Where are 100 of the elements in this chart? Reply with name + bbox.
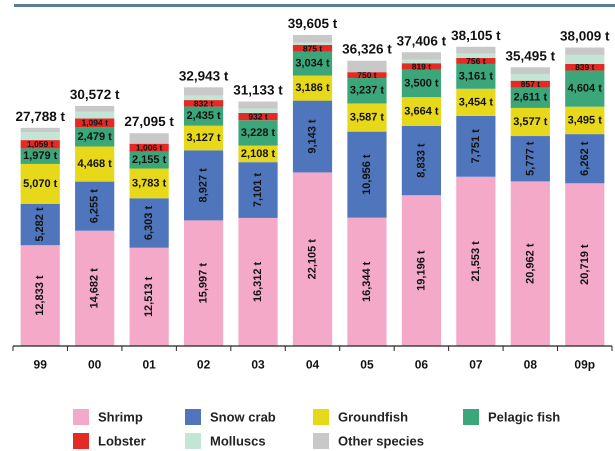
data-label: 6,262 t [578, 141, 591, 176]
data-label: 21,553 t [470, 240, 482, 282]
data-label: 1,094 t [81, 118, 108, 128]
data-label: 7,751 t [470, 128, 482, 164]
data-label: 3,237 t [350, 84, 384, 97]
bar [238, 102, 278, 109]
data-label: 832 t [194, 98, 214, 108]
legend-label: Lobster [98, 434, 146, 448]
bar [510, 136, 550, 182]
bar [402, 126, 442, 196]
total-label: 31,133 t [233, 82, 284, 98]
bar [402, 52, 442, 60]
data-label: 839 t [575, 62, 595, 72]
total-label: 38,009 t [560, 28, 610, 44]
legend-label: Pelagic fish [488, 410, 560, 424]
data-label: 12,513 t [143, 276, 156, 318]
bar [347, 132, 387, 218]
bar [75, 230, 114, 346]
x-tick-label: 08 [524, 358, 538, 372]
data-label: 16,344 t [360, 261, 373, 302]
bar [20, 204, 60, 246]
data-label: 3,664 t [404, 106, 439, 118]
data-label: 875 t [302, 43, 322, 54]
bar [510, 74, 550, 81]
data-label: 16,312 t [252, 261, 264, 302]
data-label: 3,454 t [458, 96, 494, 108]
bar [402, 60, 442, 64]
data-label: 2,611 t [514, 92, 548, 104]
data-label: 3,186 t [295, 82, 330, 94]
x-tick-label: 07 [469, 358, 483, 372]
data-label: 4,468 t [78, 158, 112, 170]
data-label: 2,155 t [132, 154, 167, 166]
bar [456, 176, 496, 346]
x-tick-label: 05 [360, 358, 374, 372]
data-label: 3,161 t [458, 70, 494, 82]
bar [184, 220, 224, 346]
data-label: 10,956 t [360, 154, 373, 195]
data-label: 3,783 t [132, 177, 167, 190]
legend-label: Molluscs [210, 434, 266, 448]
bar [565, 183, 604, 346]
data-label: 1,059 t [26, 139, 54, 150]
total-label: 39,605 t [288, 16, 338, 31]
data-label: 4,604 t [568, 82, 602, 95]
bar [20, 245, 60, 346]
data-label: 756 t [466, 56, 486, 66]
data-label: 8,927 t [198, 168, 210, 202]
data-label: 3,228 t [240, 126, 276, 139]
bar [20, 128, 60, 132]
legend-label: Snow crab [210, 410, 276, 424]
data-label: 7,101 t [252, 172, 264, 208]
bar [565, 48, 604, 55]
bar [292, 172, 332, 346]
bar [184, 87, 224, 96]
x-tick-label: 06 [414, 358, 428, 372]
data-label: 5,777 t [524, 141, 536, 176]
data-label: 750 t [357, 70, 377, 80]
bar [75, 106, 114, 112]
x-tick-label: 02 [196, 358, 211, 372]
bar [510, 67, 550, 74]
x-tick-label: 03 [251, 358, 266, 372]
total-label: 36,326 t [342, 42, 392, 57]
total-label: 37,406 t [396, 33, 447, 48]
bar [292, 100, 332, 172]
total-label: 35,495 t [506, 48, 556, 64]
legend-label: Other species [338, 434, 424, 448]
bar [456, 46, 496, 54]
bar [510, 181, 550, 346]
bar [238, 162, 278, 218]
bar [456, 53, 496, 58]
bar [565, 134, 604, 184]
legend-label: Groundfish [338, 410, 408, 424]
bar [184, 96, 224, 100]
total-label: 27,788 t [15, 108, 66, 124]
data-label: 19,196 t [415, 250, 428, 291]
data-label: 1,979 t [23, 150, 58, 162]
x-tick-label: 99 [34, 358, 48, 372]
data-label: 5,282 t [34, 207, 46, 242]
data-label: 5,070 t [23, 178, 58, 190]
x-tick-label: 00 [88, 358, 102, 372]
data-label: 2,108 t [240, 148, 276, 160]
data-label: 1,006 t [136, 142, 163, 153]
data-label: 2,479 t [78, 130, 112, 143]
legend-label: Shrimp [98, 410, 143, 424]
total-label: 32,943 t [178, 68, 229, 84]
bar [565, 54, 604, 64]
data-label: 3,587 t [350, 112, 384, 124]
data-label: 9,143 t [306, 119, 318, 154]
bar [184, 150, 224, 220]
x-tick-label: 04 [306, 358, 320, 372]
data-label: 22,105 t [306, 238, 318, 280]
bar [238, 218, 278, 346]
data-label: 12,833 t [34, 275, 46, 316]
bar [75, 182, 114, 231]
data-label: 3,577 t [513, 116, 548, 128]
data-label: 14,682 t [88, 268, 101, 309]
bar [20, 132, 60, 140]
data-label: 3,500 t [404, 77, 439, 90]
data-label: 2,435 t [186, 110, 222, 122]
data-label: 6,303 t [143, 206, 156, 240]
data-label: 932 t [248, 112, 268, 122]
